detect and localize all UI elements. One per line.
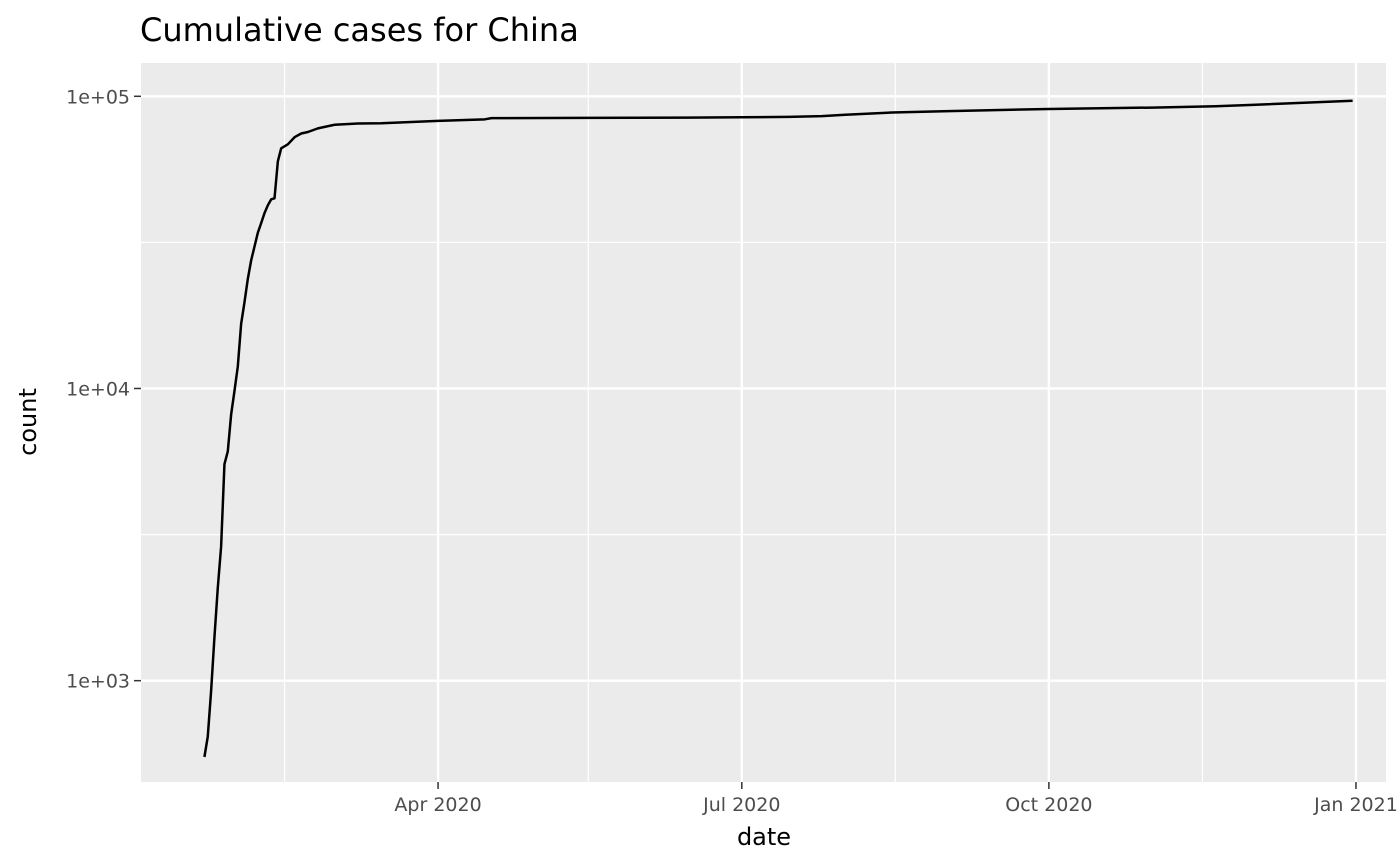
y-axis-title: count [14, 388, 42, 456]
series-line [203, 99, 1353, 758]
major-gridlines [141, 63, 1386, 782]
minor-gridlines [141, 63, 1386, 782]
chart-title: Cumulative cases for China [140, 11, 579, 49]
x-tick-label-1: Jul 2020 [702, 794, 780, 816]
x-tick-label-0: Apr 2020 [394, 794, 481, 816]
plot-panel [141, 63, 1386, 782]
y-tick-label-2: 1e+05 [66, 86, 130, 108]
x-tick-label-2: Oct 2020 [1005, 794, 1092, 816]
y-axis: 1e+03 1e+04 1e+05 [66, 86, 141, 693]
x-axis-title: date [737, 823, 791, 851]
y-tick-label-0: 1e+03 [66, 671, 130, 693]
x-axis: Apr 2020 Jul 2020 Oct 2020 Jan 2021 [394, 782, 1398, 816]
y-tick-label-1: 1e+04 [66, 378, 130, 400]
x-tick-label-3: Jan 2021 [1313, 794, 1398, 816]
